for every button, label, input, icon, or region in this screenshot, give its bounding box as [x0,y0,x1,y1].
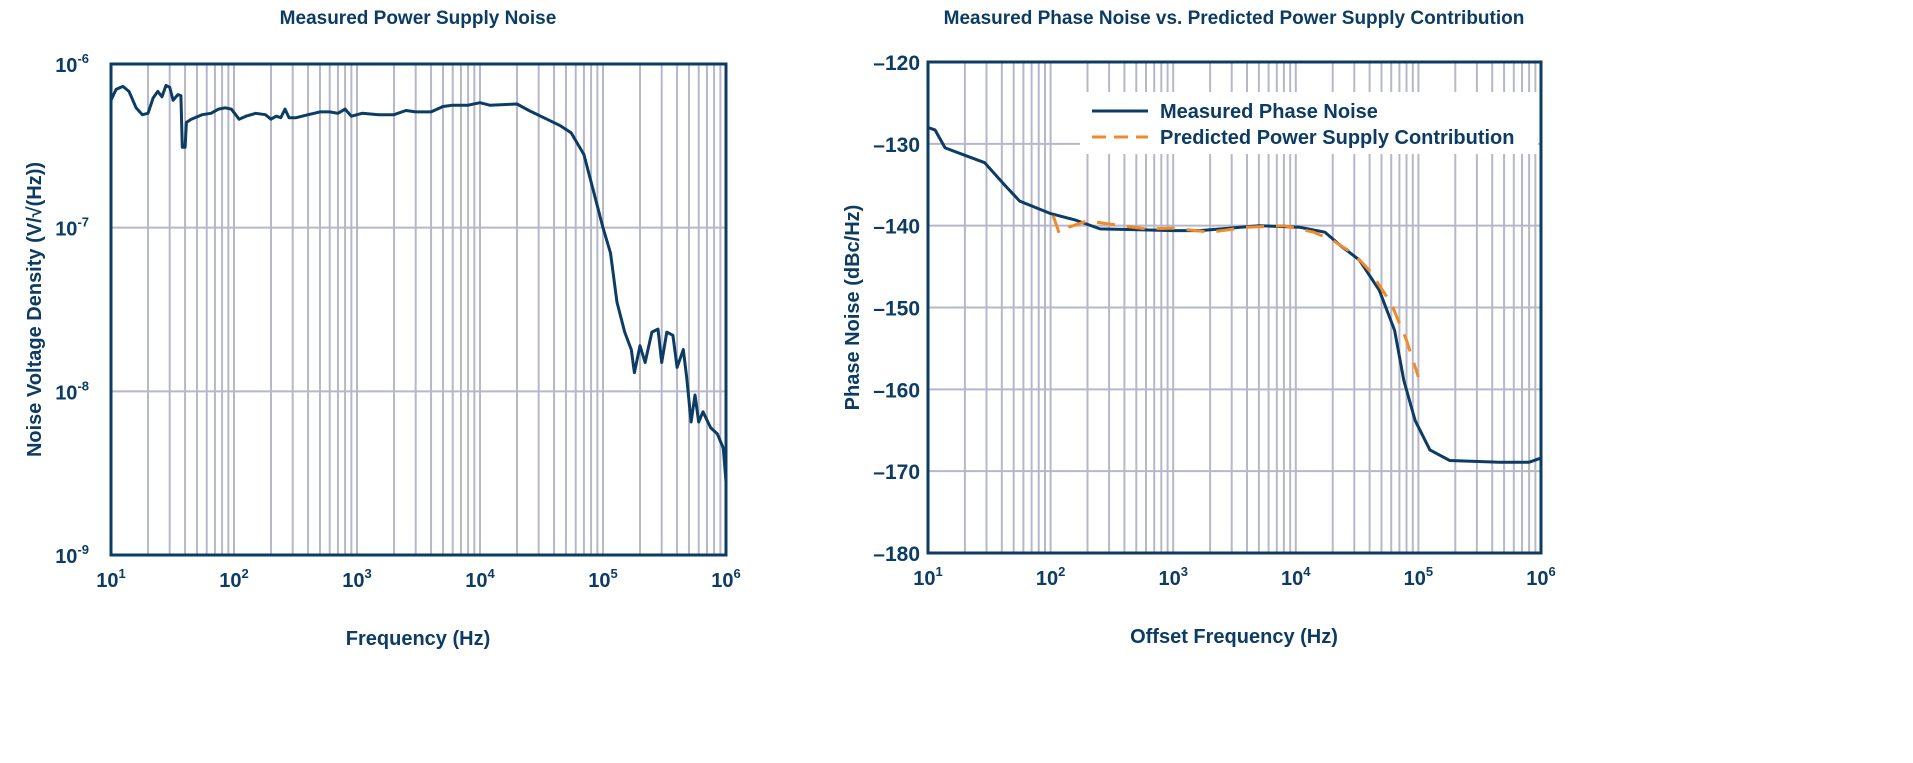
y-tick-label: 10-6 [55,51,89,77]
series-line-1 [927,126,1542,464]
y-tick-label: –140 [873,216,920,239]
chart-1: Measured Power Supply Noise 101 102 103 104 1… [24,8,741,650]
y-tick-label: –150 [873,298,920,321]
plot-frame [926,60,1543,555]
legend: Measured Phase Noise Predicted Power Supp… [1092,101,1514,149]
y-tick-label: –130 [873,134,920,157]
legend-label-2: Predicted Power Supply Contribution [1160,127,1514,149]
x-tick-label: 104 [1281,564,1311,590]
x-tick-label: 104 [465,566,495,592]
y-axis-label: Phase Noise (dBc/Hz) [842,205,864,411]
chart-title: Measured Phase Noise vs. Predicted Power… [944,8,1525,29]
chart-2: Measured Phase Noise vs. Predicted Power… [842,8,1556,648]
y-tick-label: 10-7 [55,215,89,241]
legend-background [1080,92,1538,154]
x-tick-label: 102 [219,566,248,592]
x-tick-label: 101 [913,564,942,590]
x-tick-label: 106 [1526,564,1555,590]
x-tick-label: 103 [342,566,371,592]
y-tick-label: 10-8 [55,378,89,404]
series-line-2 [1051,215,1420,378]
y-axis-label: Noise Voltage Density (V/√(Hz)) [24,162,46,457]
y-tick-label: 10-9 [55,542,89,568]
legend-label-1: Measured Phase Noise [1160,101,1378,123]
x-tick-label: 105 [588,566,617,592]
grid [111,64,727,555]
y-tick-label: –160 [873,379,920,402]
x-tick-label: 106 [711,566,740,592]
y-tick-label: –120 [873,52,920,75]
y-tick-label: –180 [873,543,920,566]
x-tick-label: 101 [96,566,125,592]
chart-title: Measured Power Supply Noise [280,8,557,29]
x-tick-label: 102 [1036,564,1065,590]
series-line-1 [109,83,728,482]
y-tick-label: –170 [873,461,920,484]
x-axis-label: Offset Frequency (Hz) [1130,626,1338,648]
x-axis-label: Frequency (Hz) [346,628,490,650]
x-tick-label: 105 [1404,564,1433,590]
x-tick-label: 103 [1158,564,1187,590]
plot-frame [109,62,728,557]
